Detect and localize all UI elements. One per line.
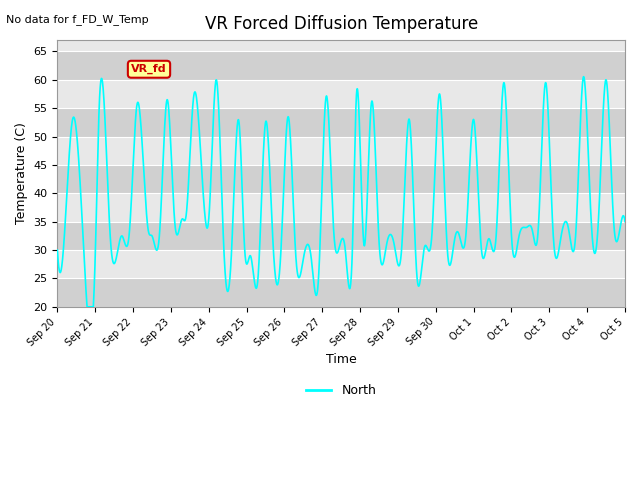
Text: VR_fd: VR_fd [131,64,167,74]
Bar [58,108,625,137]
Legend: North: North [301,379,381,402]
X-axis label: Time: Time [326,353,356,366]
Bar [58,51,625,80]
Bar [58,165,625,193]
Y-axis label: Temperature (C): Temperature (C) [15,122,28,224]
Bar [58,222,625,250]
Text: No data for f_FD_W_Temp: No data for f_FD_W_Temp [6,14,149,25]
Bar [58,278,625,307]
Title: VR Forced Diffusion Temperature: VR Forced Diffusion Temperature [205,15,478,33]
